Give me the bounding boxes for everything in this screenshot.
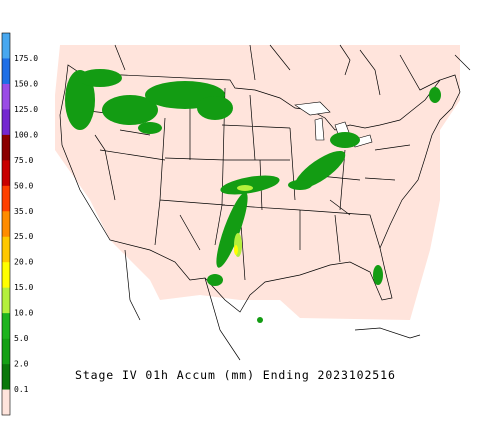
legend-label: 15.0 (14, 283, 33, 292)
legend-label: 0.1 (14, 385, 29, 394)
legend-label: 75.0 (14, 156, 33, 165)
legend-label: 10.0 (14, 309, 33, 318)
legend-swatch (2, 83, 10, 110)
legend-swatch (2, 185, 10, 212)
border-lines (114, 44, 471, 361)
legend-label: 20.0 (14, 258, 33, 267)
legend-swatch (2, 134, 10, 161)
legend-swatch (2, 211, 10, 238)
legend-frame (1, 32, 11, 416)
legend-label: 125.0 (14, 105, 38, 114)
legend-label: 150.0 (14, 79, 38, 88)
legend-swatch (2, 58, 10, 85)
legend-swatch (2, 262, 10, 288)
legend-swatch (2, 236, 10, 263)
legend-label: 100.0 (14, 130, 38, 139)
legend-label: 175.0 (14, 54, 38, 63)
us-outline (59, 64, 461, 313)
legend-swatch (2, 160, 10, 187)
legend-swatch (2, 287, 10, 314)
legend-swatch (2, 33, 10, 59)
legend-swatch (2, 109, 10, 136)
legend-swatch (2, 389, 10, 416)
legend-label: 35.0 (14, 207, 33, 216)
precip-areas (65, 69, 441, 323)
legend-swatch (2, 313, 10, 339)
legend-label: 2.0 (14, 360, 29, 369)
legend-swatch (2, 338, 10, 365)
legend-label: 25.0 (14, 232, 33, 241)
legend-label: 5.0 (14, 334, 29, 343)
heavy-precip (234, 185, 253, 257)
legend-label: 50.0 (14, 181, 33, 190)
map-caption: Stage IV 01h Accum (mm) Ending 202310251… (75, 368, 396, 382)
legend-swatch (2, 364, 10, 390)
legend: 175.0 150.0 125.0 100.0 75.0 50.0 35.0 25.0 20.0… (1, 32, 38, 416)
